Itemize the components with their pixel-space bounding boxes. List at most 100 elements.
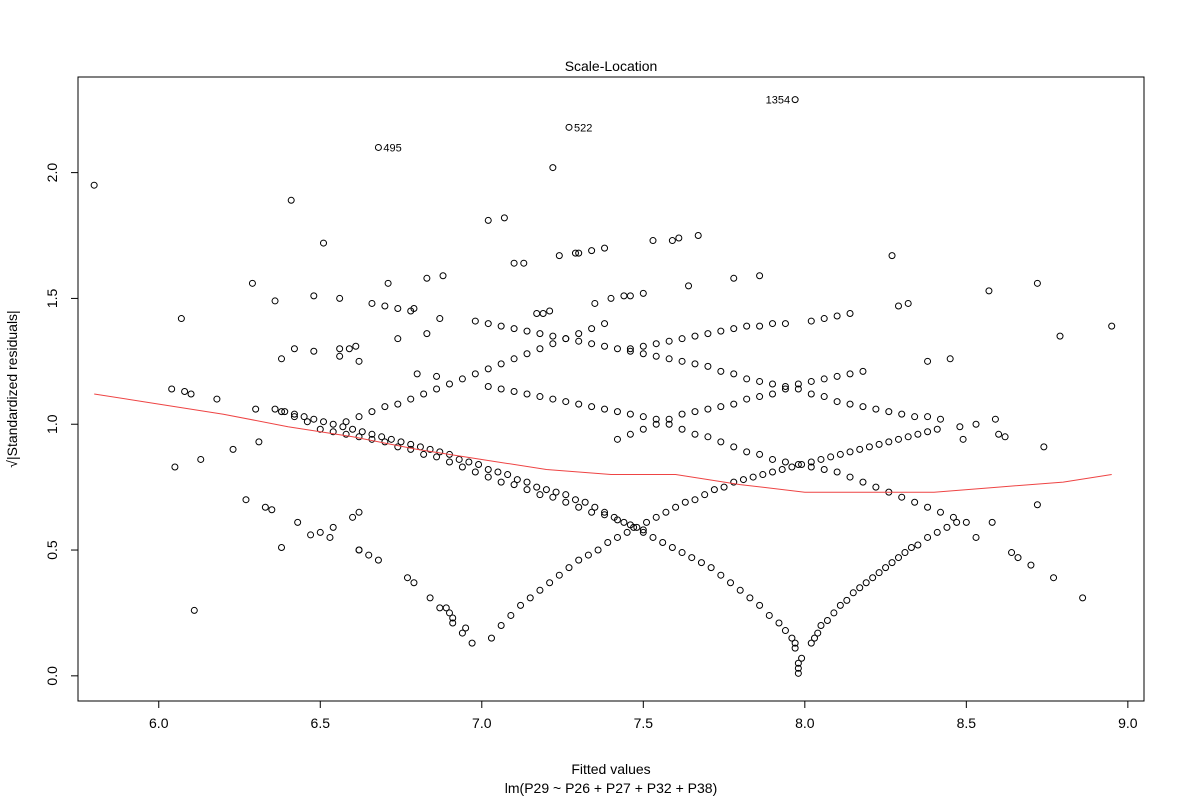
data-point <box>798 460 806 468</box>
x-tick-label: 7.0 <box>472 715 492 731</box>
data-point <box>310 347 318 355</box>
data-point <box>756 377 764 385</box>
data-point <box>623 528 631 536</box>
data-point <box>856 584 864 592</box>
data-point <box>626 410 634 418</box>
data-point <box>403 574 411 582</box>
y-axis-label: √|Standardized residuals| <box>4 310 20 467</box>
data-point <box>177 315 185 323</box>
data-point <box>933 425 941 433</box>
data-point <box>704 433 712 441</box>
data-point <box>991 415 999 423</box>
data-point <box>436 315 444 323</box>
data-point <box>730 274 738 282</box>
data-point <box>326 533 334 541</box>
data-point <box>626 521 634 529</box>
data-point <box>717 367 725 375</box>
data-point <box>355 433 363 441</box>
data-point <box>730 478 738 486</box>
data-point <box>788 463 796 471</box>
data-point <box>575 400 583 408</box>
data-point <box>743 448 751 456</box>
data-point <box>355 508 363 516</box>
data-point <box>691 430 699 438</box>
data-point <box>90 181 98 189</box>
data-point <box>911 413 919 421</box>
data-point <box>885 438 893 446</box>
data-point <box>471 370 479 378</box>
data-point <box>727 579 735 587</box>
data-point <box>562 335 570 343</box>
data-point <box>697 559 705 567</box>
data-point <box>794 385 802 393</box>
plot-frame <box>77 76 1145 702</box>
data-point <box>436 604 444 612</box>
data-point <box>639 425 647 433</box>
data-point <box>368 430 376 438</box>
data-point <box>730 400 738 408</box>
data-point <box>985 287 993 295</box>
data-point <box>833 312 841 320</box>
data-point <box>1014 554 1022 562</box>
data-point <box>953 518 961 526</box>
data-point <box>536 393 544 401</box>
data-point <box>316 528 324 536</box>
data-point <box>513 476 521 484</box>
data-point <box>607 294 615 302</box>
data-point <box>374 143 382 151</box>
data-point <box>168 385 176 393</box>
data-point <box>898 493 906 501</box>
data-point <box>1056 332 1064 340</box>
data-point <box>316 425 324 433</box>
data-point <box>394 304 402 312</box>
data-point <box>287 196 295 204</box>
data-point <box>445 380 453 388</box>
data-point <box>894 302 902 310</box>
data-point <box>633 523 641 531</box>
x-tick-label: 6.5 <box>311 715 331 731</box>
data-point <box>278 408 286 416</box>
data-point <box>303 418 311 426</box>
data-point <box>1008 549 1016 557</box>
smooth-line <box>94 393 1112 493</box>
chart-title: Scale-Location <box>565 58 658 74</box>
data-point <box>1108 322 1116 330</box>
data-point <box>497 622 505 630</box>
data-point <box>691 360 699 368</box>
data-point <box>781 382 789 390</box>
point-label-495: 495 <box>383 142 401 154</box>
data-point <box>1033 279 1041 287</box>
data-point <box>278 355 286 363</box>
data-point <box>704 362 712 370</box>
data-point <box>936 415 944 423</box>
data-point <box>649 533 657 541</box>
data-point <box>652 352 660 360</box>
data-point <box>704 405 712 413</box>
data-point <box>378 433 386 441</box>
data-point <box>995 430 1003 438</box>
data-point <box>885 408 893 416</box>
data-point <box>846 448 854 456</box>
data-point <box>807 458 815 466</box>
data-point <box>358 428 366 436</box>
data-point <box>924 503 932 511</box>
data-point <box>794 380 802 388</box>
data-point <box>685 282 693 290</box>
data-point <box>756 322 764 330</box>
data-point <box>907 544 915 552</box>
data-point <box>959 435 967 443</box>
data-point <box>859 403 867 411</box>
data-point <box>336 352 344 360</box>
data-point <box>601 405 609 413</box>
data-point <box>626 347 634 355</box>
data-point <box>433 372 441 380</box>
data-point <box>665 337 673 345</box>
data-point <box>329 428 337 436</box>
data-point <box>769 390 777 398</box>
data-point <box>197 455 205 463</box>
data-point <box>888 559 896 567</box>
data-point <box>484 466 492 474</box>
data-point <box>310 415 318 423</box>
data-point <box>468 639 476 647</box>
data-point <box>458 375 466 383</box>
